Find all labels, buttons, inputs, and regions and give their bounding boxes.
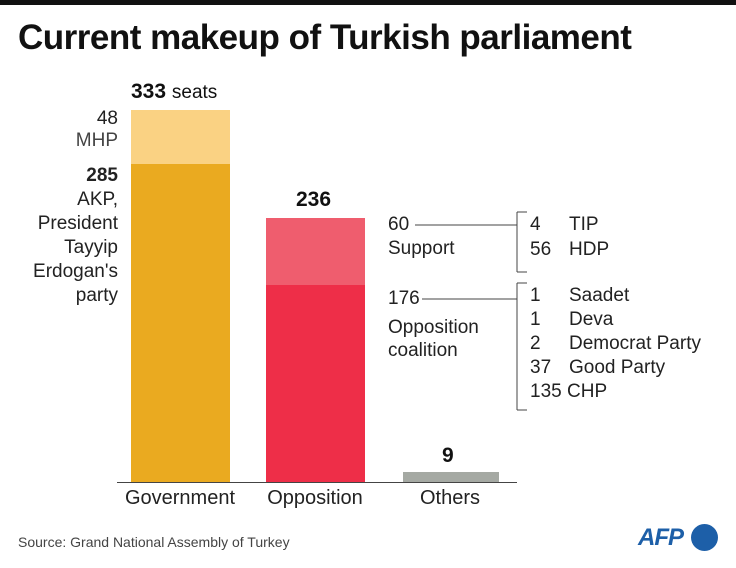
breakdown-value: 135 xyxy=(530,381,562,402)
breakdown-value: 1 xyxy=(530,285,541,306)
akp-label-line4: Erdogan's xyxy=(33,261,118,282)
breakdown-party: CHP xyxy=(567,381,608,402)
akp-label-line1: AKP, xyxy=(77,189,118,210)
akp-label-line2: President xyxy=(37,213,118,234)
category-label-opposition: Opposition xyxy=(267,487,363,509)
breakdown-value: 37 xyxy=(530,357,552,378)
bar-opposition-coalition xyxy=(266,285,365,482)
breakdown-party: Good Party xyxy=(569,357,666,378)
breakdown-value: 56 xyxy=(530,239,552,260)
government-total-unit: seats xyxy=(171,82,218,103)
government-total-number: 333 xyxy=(131,80,167,103)
breakdown-party: TIP xyxy=(569,214,599,235)
akp-label-line3: Tayyip xyxy=(64,237,118,258)
category-label-government: Government xyxy=(124,487,236,509)
breakdown-value: 4 xyxy=(530,214,541,235)
afp-logo-dot xyxy=(691,524,718,551)
support-number: 60 xyxy=(388,214,410,235)
mhp-label: MHP xyxy=(75,130,118,151)
opposition-total-label: 236 xyxy=(296,188,332,211)
bar-opposition-support xyxy=(266,218,365,286)
coalition-label-line1: Opposition xyxy=(388,317,479,338)
breakdown-party: Saadet xyxy=(569,285,630,306)
chart-title: Current makeup of Turkish parliament xyxy=(18,18,632,57)
akp-number: 285 xyxy=(86,165,118,186)
mhp-number: 48 xyxy=(96,108,118,129)
breakdown-party: HDP xyxy=(569,239,610,260)
source-note: Source: Grand National Assembly of Turke… xyxy=(18,534,290,550)
others-total-label: 9 xyxy=(442,444,454,467)
breakdown-party: Democrat Party xyxy=(569,333,701,354)
breakdown-party: Deva xyxy=(569,309,614,330)
government-total-label: 333 seats xyxy=(131,80,217,104)
afp-logo-text: AFP xyxy=(638,524,684,551)
coalition-label-line2: coalition xyxy=(388,340,458,361)
bar-government-mhp xyxy=(131,110,230,164)
coalition-number: 176 xyxy=(388,288,420,309)
top-rule xyxy=(0,0,736,5)
x-axis-line xyxy=(117,482,517,483)
breakdown-value: 1 xyxy=(530,309,541,330)
bar-government-akp xyxy=(131,163,230,482)
breakdown-value: 2 xyxy=(530,333,541,354)
akp-label-line5: party xyxy=(75,285,118,306)
support-label: Support xyxy=(388,238,455,259)
bar-others xyxy=(403,472,499,482)
category-label-others: Others xyxy=(419,487,481,509)
